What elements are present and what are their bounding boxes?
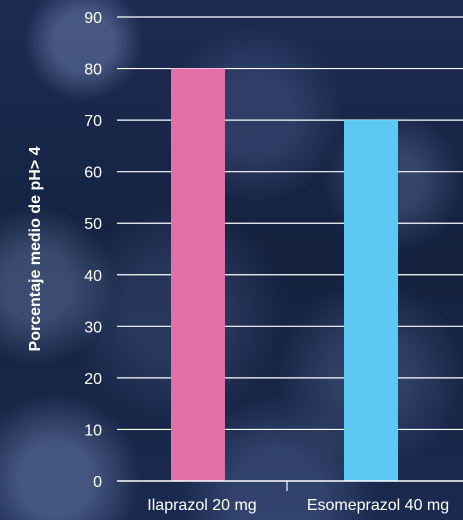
y-axis-title: Porcentaje medio de pH> 4	[27, 146, 44, 351]
bar-1	[171, 68, 225, 482]
y-tick-label: 50	[84, 216, 102, 233]
bar-2	[344, 120, 398, 481]
y-tick-label: 60	[84, 165, 102, 182]
gridlines	[117, 16, 463, 431]
category-label: Ilaprazol 20 mg	[147, 497, 256, 514]
y-tick-labels: 0 10 20 30 40 50 60 70 80 90	[84, 10, 102, 491]
y-tick-label: 10	[84, 422, 102, 439]
bars	[171, 68, 398, 482]
category-labels: Ilaprazol 20 mg Esomeprazol 40 mg	[147, 497, 449, 514]
x-axis	[117, 480, 463, 491]
y-tick-label: 30	[84, 319, 102, 336]
y-tick-label: 80	[84, 62, 102, 79]
y-tick-label: 90	[84, 10, 102, 27]
y-tick-label: 70	[84, 113, 102, 130]
y-tick-label: 0	[93, 474, 102, 491]
category-label: Esomeprazol 40 mg	[307, 497, 449, 514]
y-tick-label: 20	[84, 371, 102, 388]
y-tick-label: 40	[84, 268, 102, 285]
